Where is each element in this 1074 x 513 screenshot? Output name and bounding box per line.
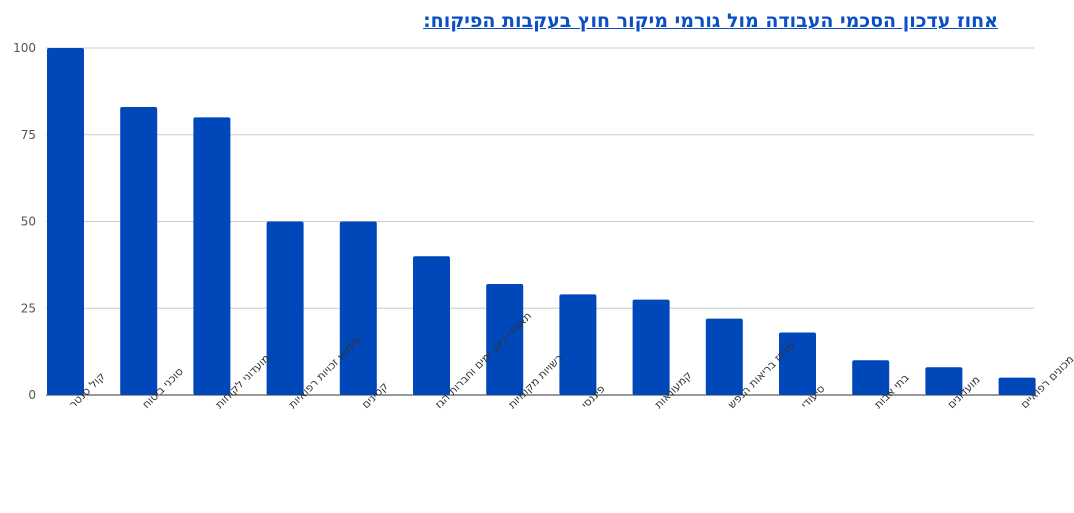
bar <box>852 360 890 395</box>
bar <box>339 221 377 395</box>
y-tick-label: 0 <box>28 388 36 402</box>
bar <box>705 318 743 395</box>
bar <box>120 106 158 396</box>
bar <box>486 283 524 395</box>
bar <box>559 294 597 395</box>
chart-title: אחוז עדכון הסכמי העבודה מול גורמי מיקור … <box>423 10 998 32</box>
y-tick-label: 75 <box>21 128 36 142</box>
y-tick-label: 100 <box>13 41 36 55</box>
bars <box>47 48 1036 396</box>
y-tick-label: 50 <box>21 215 36 229</box>
y-tick-label: 25 <box>21 301 36 315</box>
bar <box>266 221 304 395</box>
bar <box>779 332 816 395</box>
bar <box>193 117 231 396</box>
bar <box>413 256 450 395</box>
bar <box>925 367 963 395</box>
y-axis-ticks: 0 25 50 75 100 <box>13 41 36 402</box>
bar <box>47 48 84 395</box>
bar <box>998 377 1036 395</box>
bar <box>632 299 670 395</box>
